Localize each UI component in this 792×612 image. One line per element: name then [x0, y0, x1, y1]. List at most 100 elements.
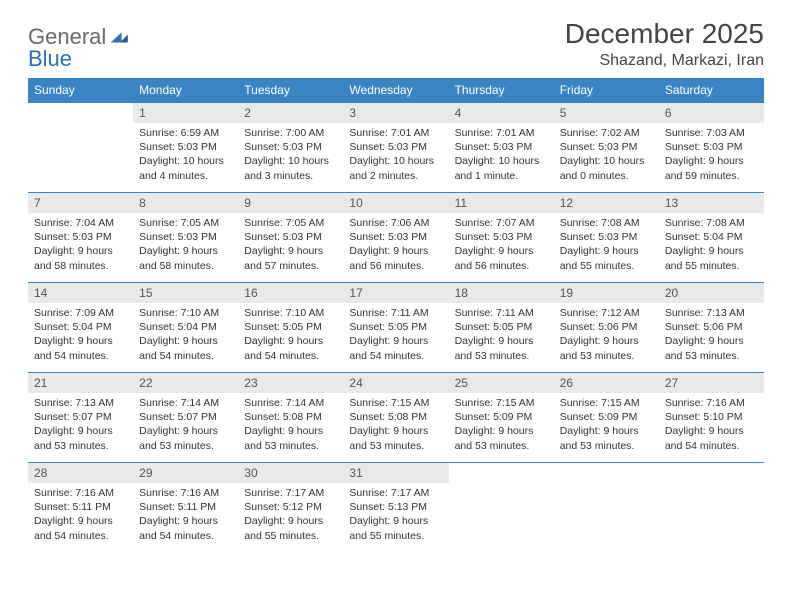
sunset-text: Sunset: 5:08 PM	[244, 410, 337, 424]
week-row: 21Sunrise: 7:13 AMSunset: 5:07 PMDayligh…	[28, 373, 764, 463]
day-number: 2	[238, 103, 343, 123]
sunrise-text: Sunrise: 6:59 AM	[139, 126, 232, 140]
day-body: Sunrise: 7:08 AMSunset: 5:03 PMDaylight:…	[554, 213, 659, 277]
day-cell: 29Sunrise: 7:16 AMSunset: 5:11 PMDayligh…	[133, 463, 238, 553]
day-cell: 17Sunrise: 7:11 AMSunset: 5:05 PMDayligh…	[343, 283, 448, 373]
sunset-text: Sunset: 5:08 PM	[349, 410, 442, 424]
day-body: Sunrise: 7:06 AMSunset: 5:03 PMDaylight:…	[343, 213, 448, 277]
day-body: Sunrise: 7:04 AMSunset: 5:03 PMDaylight:…	[28, 213, 133, 277]
daylight-text: Daylight: 9 hours and 53 minutes.	[139, 424, 232, 452]
day-body: Sunrise: 7:14 AMSunset: 5:08 PMDaylight:…	[238, 393, 343, 457]
daylight-text: Daylight: 9 hours and 56 minutes.	[455, 244, 548, 272]
daylight-text: Daylight: 10 hours and 1 minute.	[455, 154, 548, 182]
day-number: 1	[133, 103, 238, 123]
sunset-text: Sunset: 5:04 PM	[665, 230, 758, 244]
sunrise-text: Sunrise: 7:15 AM	[455, 396, 548, 410]
daylight-text: Daylight: 9 hours and 54 minutes.	[34, 334, 127, 362]
day-cell: 19Sunrise: 7:12 AMSunset: 5:06 PMDayligh…	[554, 283, 659, 373]
day-number: 30	[238, 463, 343, 483]
daylight-text: Daylight: 9 hours and 59 minutes.	[665, 154, 758, 182]
day-number: 21	[28, 373, 133, 393]
daylight-text: Daylight: 9 hours and 53 minutes.	[349, 424, 442, 452]
day-number: 4	[449, 103, 554, 123]
week-row: 7Sunrise: 7:04 AMSunset: 5:03 PMDaylight…	[28, 193, 764, 283]
sunrise-text: Sunrise: 7:10 AM	[244, 306, 337, 320]
day-number: 20	[659, 283, 764, 303]
day-cell: 24Sunrise: 7:15 AMSunset: 5:08 PMDayligh…	[343, 373, 448, 463]
sunset-text: Sunset: 5:10 PM	[665, 410, 758, 424]
day-number: 29	[133, 463, 238, 483]
day-cell	[554, 463, 659, 553]
day-body: Sunrise: 7:16 AMSunset: 5:10 PMDaylight:…	[659, 393, 764, 457]
sunset-text: Sunset: 5:09 PM	[560, 410, 653, 424]
day-cell: 2Sunrise: 7:00 AMSunset: 5:03 PMDaylight…	[238, 103, 343, 193]
day-body: Sunrise: 7:00 AMSunset: 5:03 PMDaylight:…	[238, 123, 343, 187]
day-body: Sunrise: 7:09 AMSunset: 5:04 PMDaylight:…	[28, 303, 133, 367]
sunset-text: Sunset: 5:03 PM	[665, 140, 758, 154]
day-number: 31	[343, 463, 448, 483]
sunrise-text: Sunrise: 7:09 AM	[34, 306, 127, 320]
sunrise-text: Sunrise: 7:07 AM	[455, 216, 548, 230]
sunrise-text: Sunrise: 7:13 AM	[665, 306, 758, 320]
day-number: 11	[449, 193, 554, 213]
day-number: 26	[554, 373, 659, 393]
day-cell: 12Sunrise: 7:08 AMSunset: 5:03 PMDayligh…	[554, 193, 659, 283]
sunrise-text: Sunrise: 7:05 AM	[139, 216, 232, 230]
dayhead-thu: Thursday	[449, 78, 554, 103]
day-cell: 21Sunrise: 7:13 AMSunset: 5:07 PMDayligh…	[28, 373, 133, 463]
brand-part2: Blue	[28, 46, 72, 71]
day-cell: 26Sunrise: 7:15 AMSunset: 5:09 PMDayligh…	[554, 373, 659, 463]
sunset-text: Sunset: 5:03 PM	[455, 140, 548, 154]
day-body: Sunrise: 7:11 AMSunset: 5:05 PMDaylight:…	[343, 303, 448, 367]
calendar-table: Sunday Monday Tuesday Wednesday Thursday…	[28, 78, 764, 553]
daylight-text: Daylight: 10 hours and 4 minutes.	[139, 154, 232, 182]
daylight-text: Daylight: 9 hours and 58 minutes.	[34, 244, 127, 272]
day-body: Sunrise: 7:01 AMSunset: 5:03 PMDaylight:…	[449, 123, 554, 187]
day-number: 18	[449, 283, 554, 303]
day-number: 27	[659, 373, 764, 393]
sunrise-text: Sunrise: 7:12 AM	[560, 306, 653, 320]
sunrise-text: Sunrise: 7:17 AM	[244, 486, 337, 500]
day-cell: 7Sunrise: 7:04 AMSunset: 5:03 PMDaylight…	[28, 193, 133, 283]
sunrise-text: Sunrise: 7:00 AM	[244, 126, 337, 140]
sunset-text: Sunset: 5:03 PM	[34, 230, 127, 244]
day-cell: 6Sunrise: 7:03 AMSunset: 5:03 PMDaylight…	[659, 103, 764, 193]
sunset-text: Sunset: 5:06 PM	[560, 320, 653, 334]
day-cell: 3Sunrise: 7:01 AMSunset: 5:03 PMDaylight…	[343, 103, 448, 193]
month-title: December 2025	[565, 18, 764, 50]
sunset-text: Sunset: 5:03 PM	[455, 230, 548, 244]
sunrise-text: Sunrise: 7:16 AM	[665, 396, 758, 410]
day-body: Sunrise: 7:07 AMSunset: 5:03 PMDaylight:…	[449, 213, 554, 277]
dayhead-tue: Tuesday	[238, 78, 343, 103]
sunset-text: Sunset: 5:03 PM	[244, 230, 337, 244]
day-number: 8	[133, 193, 238, 213]
day-cell: 20Sunrise: 7:13 AMSunset: 5:06 PMDayligh…	[659, 283, 764, 373]
week-row: 14Sunrise: 7:09 AMSunset: 5:04 PMDayligh…	[28, 283, 764, 373]
day-body: Sunrise: 7:12 AMSunset: 5:06 PMDaylight:…	[554, 303, 659, 367]
day-number: 16	[238, 283, 343, 303]
sunrise-text: Sunrise: 7:13 AM	[34, 396, 127, 410]
daylight-text: Daylight: 10 hours and 3 minutes.	[244, 154, 337, 182]
day-body: Sunrise: 7:15 AMSunset: 5:09 PMDaylight:…	[554, 393, 659, 457]
daylight-text: Daylight: 9 hours and 54 minutes.	[34, 514, 127, 542]
day-cell: 10Sunrise: 7:06 AMSunset: 5:03 PMDayligh…	[343, 193, 448, 283]
day-cell: 23Sunrise: 7:14 AMSunset: 5:08 PMDayligh…	[238, 373, 343, 463]
day-body: Sunrise: 7:14 AMSunset: 5:07 PMDaylight:…	[133, 393, 238, 457]
daylight-text: Daylight: 9 hours and 55 minutes.	[665, 244, 758, 272]
day-body: Sunrise: 7:05 AMSunset: 5:03 PMDaylight:…	[133, 213, 238, 277]
day-cell: 25Sunrise: 7:15 AMSunset: 5:09 PMDayligh…	[449, 373, 554, 463]
daylight-text: Daylight: 9 hours and 53 minutes.	[665, 334, 758, 362]
day-cell: 5Sunrise: 7:02 AMSunset: 5:03 PMDaylight…	[554, 103, 659, 193]
day-body: Sunrise: 7:08 AMSunset: 5:04 PMDaylight:…	[659, 213, 764, 277]
week-row: 28Sunrise: 7:16 AMSunset: 5:11 PMDayligh…	[28, 463, 764, 553]
sunrise-text: Sunrise: 7:14 AM	[139, 396, 232, 410]
sunset-text: Sunset: 5:03 PM	[139, 230, 232, 244]
sunrise-text: Sunrise: 7:04 AM	[34, 216, 127, 230]
daylight-text: Daylight: 9 hours and 54 minutes.	[244, 334, 337, 362]
day-cell: 15Sunrise: 7:10 AMSunset: 5:04 PMDayligh…	[133, 283, 238, 373]
day-body: Sunrise: 7:05 AMSunset: 5:03 PMDaylight:…	[238, 213, 343, 277]
sunset-text: Sunset: 5:05 PM	[455, 320, 548, 334]
sunrise-text: Sunrise: 7:05 AM	[244, 216, 337, 230]
sunset-text: Sunset: 5:11 PM	[34, 500, 127, 514]
day-cell	[28, 103, 133, 193]
